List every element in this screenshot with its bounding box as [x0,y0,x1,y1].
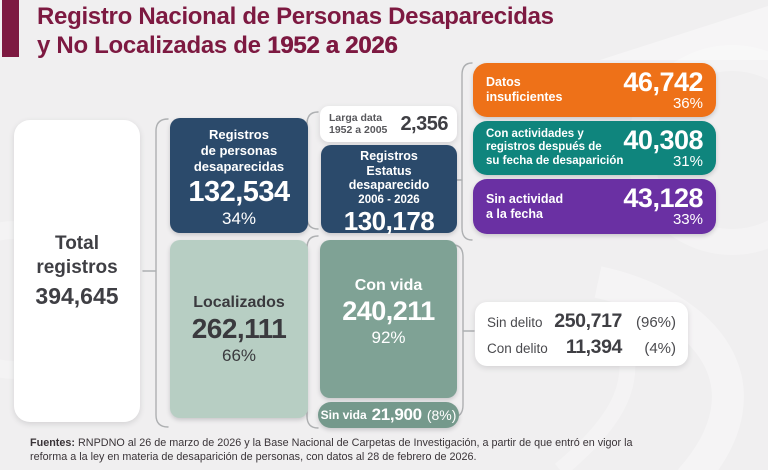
estatus-label-line1: Registros [360,149,418,163]
total-label-line2: registros [36,257,118,278]
title-line2-prefix: y No Localizadas de [37,31,268,59]
desaparecidas-percent: 34% [221,209,257,228]
sin-delito-label: Sin delito [487,314,543,330]
delito-card: Sin delito 250,717 (96%) Con delito 11,3… [475,302,688,366]
sin-actividad-value: 43,128 [623,183,703,213]
source-note: Fuentes: RNPDNO al 26 de marzo de 2026 y… [30,437,655,464]
sin-vida-label: Sin vida [320,408,367,422]
desaparecidas-label-line1: Registros [209,127,269,142]
source-note-text: RNPDNO al 26 de marzo de 2026 y la Base … [30,437,633,463]
sin-vida-pill: Sin vida 21,900 (8%) [318,402,459,428]
con-actividades-label: Con actividades y registros después de s… [486,127,624,167]
source-note-label: Fuentes: [30,437,75,449]
con-delito-row: Con delito 11,394 (4%) [487,336,676,359]
larga-data-label-line1: Larga data [329,111,383,124]
larga-data-value: 2,356 [400,112,448,135]
con-delito-label: Con delito [487,340,548,356]
desaparecidas-value: 132,534 [188,176,290,208]
con-delito-value: 11,394 [565,335,623,358]
title-year-range: 1952 a 2026 [267,31,398,59]
estatus-value: 130,178 [343,205,435,236]
larga-data-label: Larga data 1952 a 2005 [329,112,387,137]
breakdown-datos-insuficientes-card: Datos insuficientes 46,742 36% [473,63,716,117]
sin-delito-value: 250,717 [554,309,622,332]
sin-actividad-numbers: 43,128 33% [623,185,703,228]
con-vida-percent: 92% [371,328,406,347]
registros-estatus-card: Registros Estatus desaparecido 2006 - 20… [321,145,457,236]
datos-insuficientes-percent: 36% [672,94,703,112]
estatus-label-line3: desaparecido [348,178,430,192]
total-label-line1: Total [55,233,99,254]
breakdown-sin-actividad-card: Sin actividad a la fecha 43,128 33% [473,179,716,234]
total-registros-card: Total registros 394,645 [14,120,140,422]
total-value: 394,645 [35,283,119,309]
con-vida-value: 240,211 [342,296,435,326]
larga-data-card: Larga data 1952 a 2005 2,356 [320,106,457,142]
sin-delito-row: Sin delito 250,717 (96%) [487,310,676,333]
title-line1: Registro Nacional de Personas Desapareci… [37,3,554,30]
localizados-label: Localizados [193,293,285,311]
larga-data-label-line2: 1952 a 2005 [329,124,388,136]
con-actividades-percent: 31% [672,152,703,170]
title-accent-bar [2,0,19,57]
estatus-label-line2: Estatus [366,163,412,178]
datos-insuficientes-label: Datos insuficientes [486,75,563,104]
sin-vida-value: 21,900 [371,405,423,424]
registros-desaparecidas-card: Registros de personas desaparecidas 132,… [170,118,308,233]
localizados-value: 262,111 [191,312,287,344]
sin-vida-percent: (8%) [426,407,457,423]
desaparecidas-label-line3: desaparecidas [193,159,285,174]
con-actividades-value: 40,308 [623,124,703,155]
localizados-card: Localizados 262,111 66% [170,240,308,418]
con-delito-percent: (4%) [644,339,676,357]
con-vida-card: Con vida 240,211 92% [320,240,457,398]
sin-actividad-percent: 33% [672,211,703,228]
breakdown-con-actividades-card: Con actividades y registros después de s… [473,121,716,175]
datos-insuficientes-value: 46,742 [623,66,703,97]
datos-insuficientes-numbers: 46,742 36% [623,66,703,112]
page-title: Registro Nacional de Personas Desapareci… [37,3,554,60]
estatus-year-range: 2006 - 2026 [358,193,420,206]
sin-delito-percent: (96%) [635,313,676,331]
sin-actividad-label: Sin actividad a la fecha [486,191,564,221]
desaparecidas-label-line2: de personas [200,143,278,158]
con-vida-label: Con vida [354,277,423,294]
localizados-percent: 66% [221,345,257,365]
title-line2: y No Localizadas de 1952 a 2026 [37,32,554,61]
con-actividades-numbers: 40,308 31% [623,124,703,170]
